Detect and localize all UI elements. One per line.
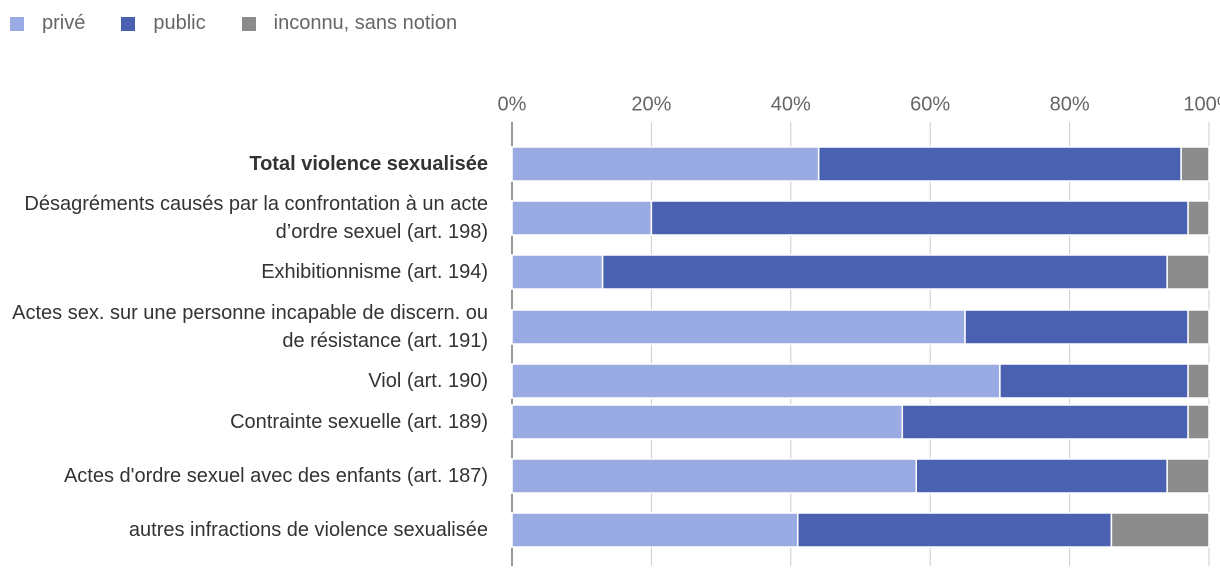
category-label: Actes d'ordre sexuel avec des enfants (a…: [63, 465, 488, 487]
legend-item: public: [121, 12, 206, 35]
x-tick-label: 80%: [1050, 93, 1090, 115]
bar-segment: [817, 146, 1182, 182]
bar-segment: [650, 200, 1189, 236]
bar-segment: [511, 363, 1001, 399]
category-label: Viol (art. 190): [368, 370, 488, 392]
x-tick-label: 100%: [1183, 93, 1220, 115]
bar-segment: [511, 512, 799, 548]
legend-swatch: [121, 16, 136, 31]
category-label: Actes sex. sur une personne incapable de…: [12, 302, 488, 352]
x-tick-label: 40%: [771, 93, 811, 115]
legend: privé public inconnu, sans notion: [10, 12, 457, 35]
legend-item: privé: [10, 12, 85, 35]
bar-segment: [511, 200, 653, 236]
legend-swatch: [10, 16, 24, 31]
bar-segment: [1187, 200, 1210, 236]
legend-label: inconnu, sans notion: [273, 12, 458, 34]
bar-segment: [511, 404, 904, 440]
legend-item: inconnu, sans notion: [241, 12, 458, 35]
category-label: autres infractions de violence sexualisé…: [128, 519, 488, 541]
bar-segment: [601, 254, 1168, 290]
bar-segment: [1166, 254, 1210, 290]
bar-segment: [1187, 309, 1210, 345]
bar-segment: [511, 309, 966, 345]
x-tick-label: 20%: [631, 93, 671, 115]
category-label: Total violence sexualisée: [249, 153, 488, 175]
legend-swatch: [241, 16, 256, 31]
category-label: Exhibitionnisme (art. 194): [261, 261, 488, 283]
legend-label: public: [153, 12, 206, 34]
bar-segment: [999, 363, 1189, 399]
bar-segment: [1110, 512, 1210, 548]
bar-segment: [964, 309, 1189, 345]
bar-segment: [1180, 146, 1210, 182]
bar-segment: [797, 512, 1113, 548]
bar-segment: [901, 404, 1189, 440]
bar-segment: [1187, 363, 1210, 399]
category-label: Désagréments causés par la confrontation…: [24, 193, 488, 243]
bar-segment: [915, 458, 1168, 494]
bar-segment: [1187, 404, 1210, 440]
x-tick-label: 60%: [910, 93, 950, 115]
category-label: Contrainte sexuelle (art. 189): [230, 411, 488, 433]
bar-segment: [511, 254, 604, 290]
bar-segment: [511, 458, 918, 494]
legend-label: privé: [42, 12, 86, 34]
bar-segment: [1166, 458, 1210, 494]
x-tick-label: 0%: [498, 93, 527, 115]
bar-segment: [511, 146, 820, 182]
